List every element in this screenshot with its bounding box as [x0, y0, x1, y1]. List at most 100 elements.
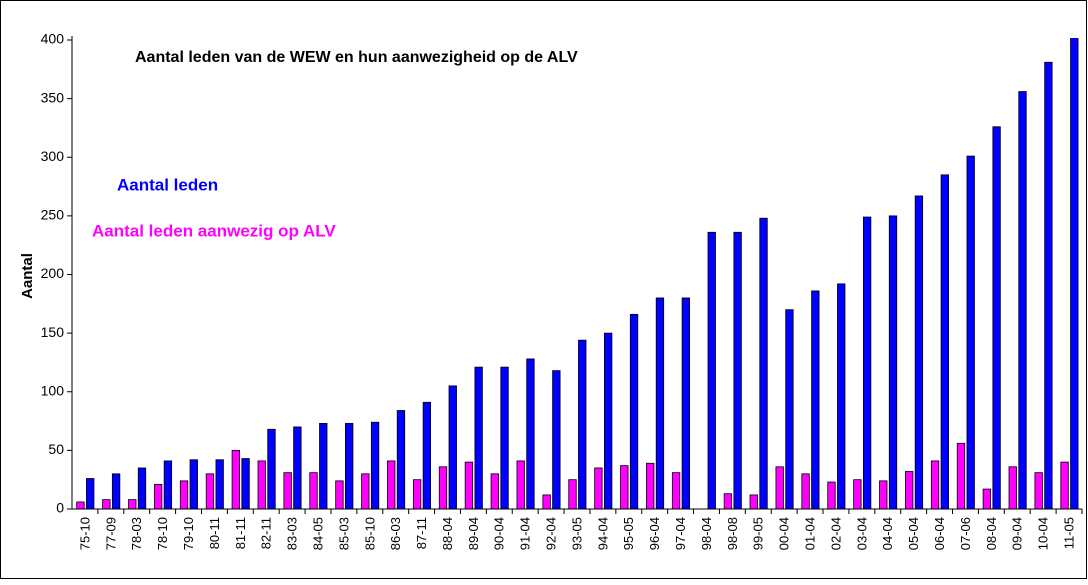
bar — [629, 313, 639, 510]
bar — [862, 216, 872, 510]
bar — [811, 290, 820, 510]
bar — [992, 126, 1001, 510]
y-tick-label: 150 — [41, 324, 65, 340]
x-tick-label: 90-04 — [492, 517, 507, 550]
bar — [879, 480, 888, 510]
x-tick-label: 98-04 — [699, 517, 714, 550]
legend-entry: Aantal leden aanwezig op ALV — [92, 221, 336, 240]
bar — [1034, 472, 1043, 510]
bar — [1008, 466, 1017, 510]
bar — [370, 421, 380, 510]
y-tick-label: 200 — [41, 265, 65, 281]
bar — [526, 358, 535, 510]
bar — [785, 309, 794, 510]
bar — [707, 231, 716, 510]
x-tick-label: 78-03 — [129, 517, 144, 550]
bar — [1044, 61, 1053, 510]
y-tick-label: 400 — [41, 31, 65, 47]
x-tick-label: 05-04 — [906, 517, 921, 550]
bar — [733, 231, 742, 510]
bar — [241, 458, 250, 510]
x-tick-label: 11-05 — [1061, 517, 1076, 549]
y-axis-label: Aantal — [19, 253, 36, 299]
x-tick-label: 98-08 — [725, 517, 740, 550]
x-tick-label: 09-04 — [1010, 517, 1025, 550]
y-tick-label: 100 — [41, 382, 65, 398]
x-tick-label: 97-04 — [673, 517, 688, 550]
x-tick-label: 87-11 — [414, 517, 429, 549]
bar — [888, 215, 898, 510]
bar — [153, 483, 163, 510]
x-tick-label: 06-04 — [932, 517, 947, 550]
y-tick-label: 300 — [41, 148, 65, 164]
bar — [102, 499, 111, 510]
bar — [293, 426, 302, 510]
bar — [620, 465, 629, 510]
x-tick-label: 88-04 — [440, 517, 455, 550]
bar — [801, 473, 810, 510]
bar — [671, 472, 681, 510]
bar — [257, 460, 266, 510]
bar — [914, 195, 924, 510]
x-tick-label: 77-09 — [103, 517, 118, 550]
x-tick-label: 86-03 — [388, 517, 403, 550]
bar — [86, 478, 95, 510]
bar — [982, 488, 992, 510]
x-tick-label: 95-05 — [621, 517, 636, 550]
bar — [361, 473, 370, 510]
bar — [319, 423, 328, 510]
bar — [335, 480, 344, 510]
bar — [853, 479, 862, 510]
bar — [76, 501, 85, 510]
y-tick-label: 50 — [48, 441, 64, 457]
bar — [448, 385, 457, 510]
bar — [215, 459, 224, 510]
bar — [542, 494, 551, 510]
bar — [837, 283, 846, 510]
bar — [137, 467, 147, 510]
bar — [438, 466, 448, 510]
bar — [474, 366, 483, 510]
y-tick-label: 350 — [41, 89, 65, 105]
x-tick-label: 89-04 — [466, 517, 481, 550]
x-tick-label: 75-10 — [77, 517, 92, 550]
bar — [231, 449, 240, 510]
x-tick-label: 85-10 — [362, 517, 377, 550]
x-tick-label: 81-11 — [233, 517, 248, 549]
x-tick-label: 03-04 — [854, 517, 869, 550]
bar — [655, 297, 665, 510]
bar — [578, 339, 587, 510]
x-tick-label: 07-06 — [958, 517, 973, 550]
bar — [516, 460, 525, 510]
x-tick-label: 93-05 — [569, 517, 584, 550]
bar — [749, 494, 758, 510]
x-tick-label: 84-05 — [310, 517, 325, 550]
bar — [345, 423, 354, 510]
bar — [283, 472, 292, 510]
bar — [646, 462, 655, 510]
bar — [412, 479, 422, 510]
bar — [111, 473, 121, 510]
bar — [594, 467, 603, 510]
bar — [956, 442, 966, 510]
bar — [128, 499, 137, 510]
x-tick-label: 83-03 — [285, 517, 300, 550]
x-tick-label: 85-03 — [336, 517, 351, 550]
bar — [940, 174, 949, 510]
x-tick-label: 10-04 — [1036, 517, 1051, 550]
legend-entry: Aantal leden — [117, 175, 218, 194]
bar — [966, 155, 975, 510]
bar — [464, 461, 474, 510]
x-tick-label: 01-04 — [803, 517, 818, 550]
bar — [603, 332, 613, 510]
bar — [759, 217, 768, 510]
x-tick-label: 94-04 — [595, 517, 610, 550]
plot — [76, 38, 1079, 510]
x-tick-label: 78-10 — [155, 517, 170, 550]
x-tick-label: 82-11 — [259, 517, 274, 549]
chart-title: Aantal leden van de WEW en hun aanwezigh… — [135, 49, 578, 66]
x-tick-label: 80-11 — [207, 517, 222, 549]
x-tick-label: 08-04 — [984, 517, 999, 550]
x-tick-label: 02-04 — [828, 517, 843, 550]
y-tick-label: 250 — [41, 207, 65, 223]
